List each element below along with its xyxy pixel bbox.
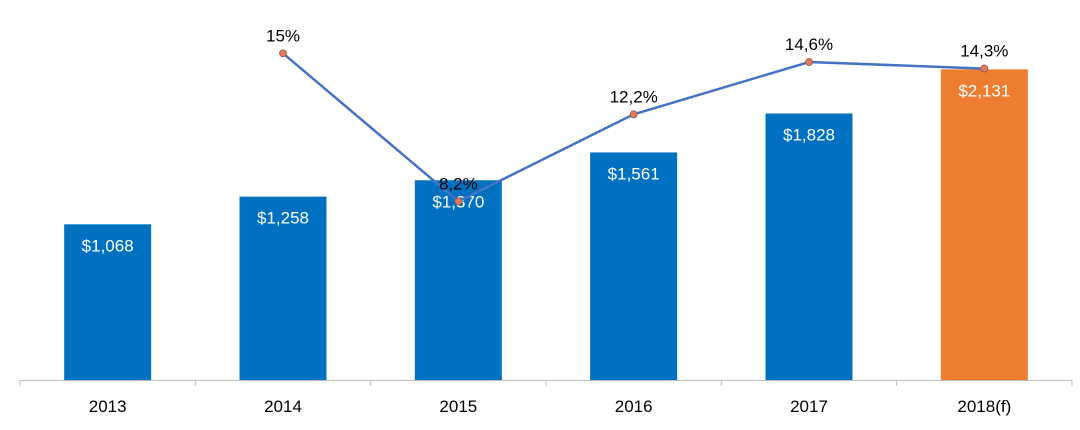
x-tick-label: 2018(f) (957, 397, 1011, 416)
line-point (629, 110, 638, 119)
bar (239, 196, 327, 380)
line-point (454, 197, 463, 206)
line-value-label: 12,2% (610, 87, 658, 106)
x-axis: 2013 2014 2015 2016 2017 2018(f) (19, 380, 1073, 416)
bar-value-label: $1,258 (257, 209, 309, 228)
bar-value-label: $2,131 (958, 81, 1010, 100)
x-tick-label: 2016 (615, 397, 653, 416)
line-value-label: 14,3% (960, 42, 1008, 61)
bar-value-label: $1,561 (608, 164, 660, 183)
line-point (805, 58, 813, 66)
bar (765, 113, 853, 380)
bar (64, 224, 152, 380)
bar-value-label: $1,828 (783, 126, 835, 145)
x-tick-label: 2015 (439, 397, 477, 416)
bar (940, 69, 1028, 380)
line-value-label: 8,2% (439, 174, 478, 193)
bar (414, 180, 502, 380)
bar (590, 152, 678, 380)
bar-value-label: $1,068 (82, 236, 134, 255)
x-tick-label: 2013 (89, 397, 127, 416)
bar-data-labels: $1,068$1,258$1,370$1,561$1,828$2,131 (82, 81, 1011, 255)
line-data-labels: 15% 8,2% 12,2% 14,6% 14,3% (266, 26, 1008, 193)
bar-series (64, 69, 1028, 380)
line-series (279, 49, 989, 206)
line-point (980, 64, 989, 73)
line-value-label: 15% (266, 26, 300, 45)
x-tick-label: 2017 (790, 397, 828, 416)
x-tick-label: 2014 (264, 397, 302, 416)
line-point (279, 49, 287, 58)
line-value-label: 14,6% (785, 35, 833, 54)
